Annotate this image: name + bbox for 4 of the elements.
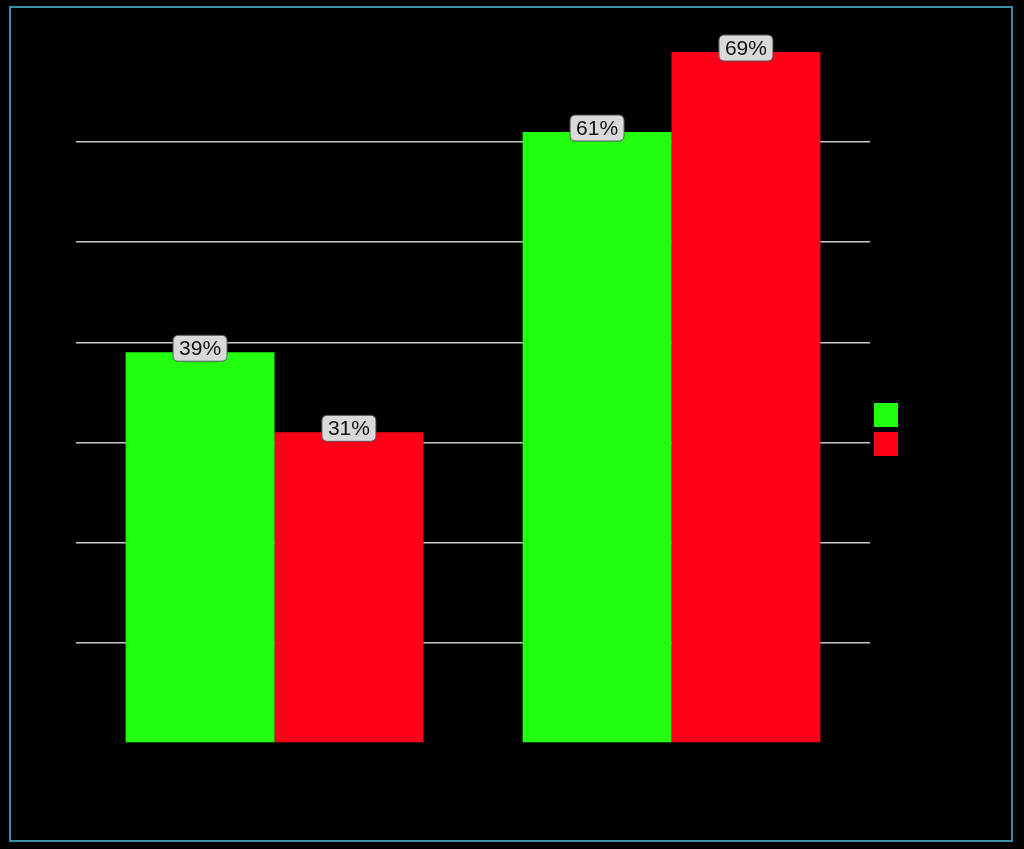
data-label: 31% bbox=[327, 416, 370, 440]
data-label: 69% bbox=[724, 35, 767, 59]
data-label: 61% bbox=[576, 115, 619, 139]
data-label: 39% bbox=[179, 336, 222, 360]
